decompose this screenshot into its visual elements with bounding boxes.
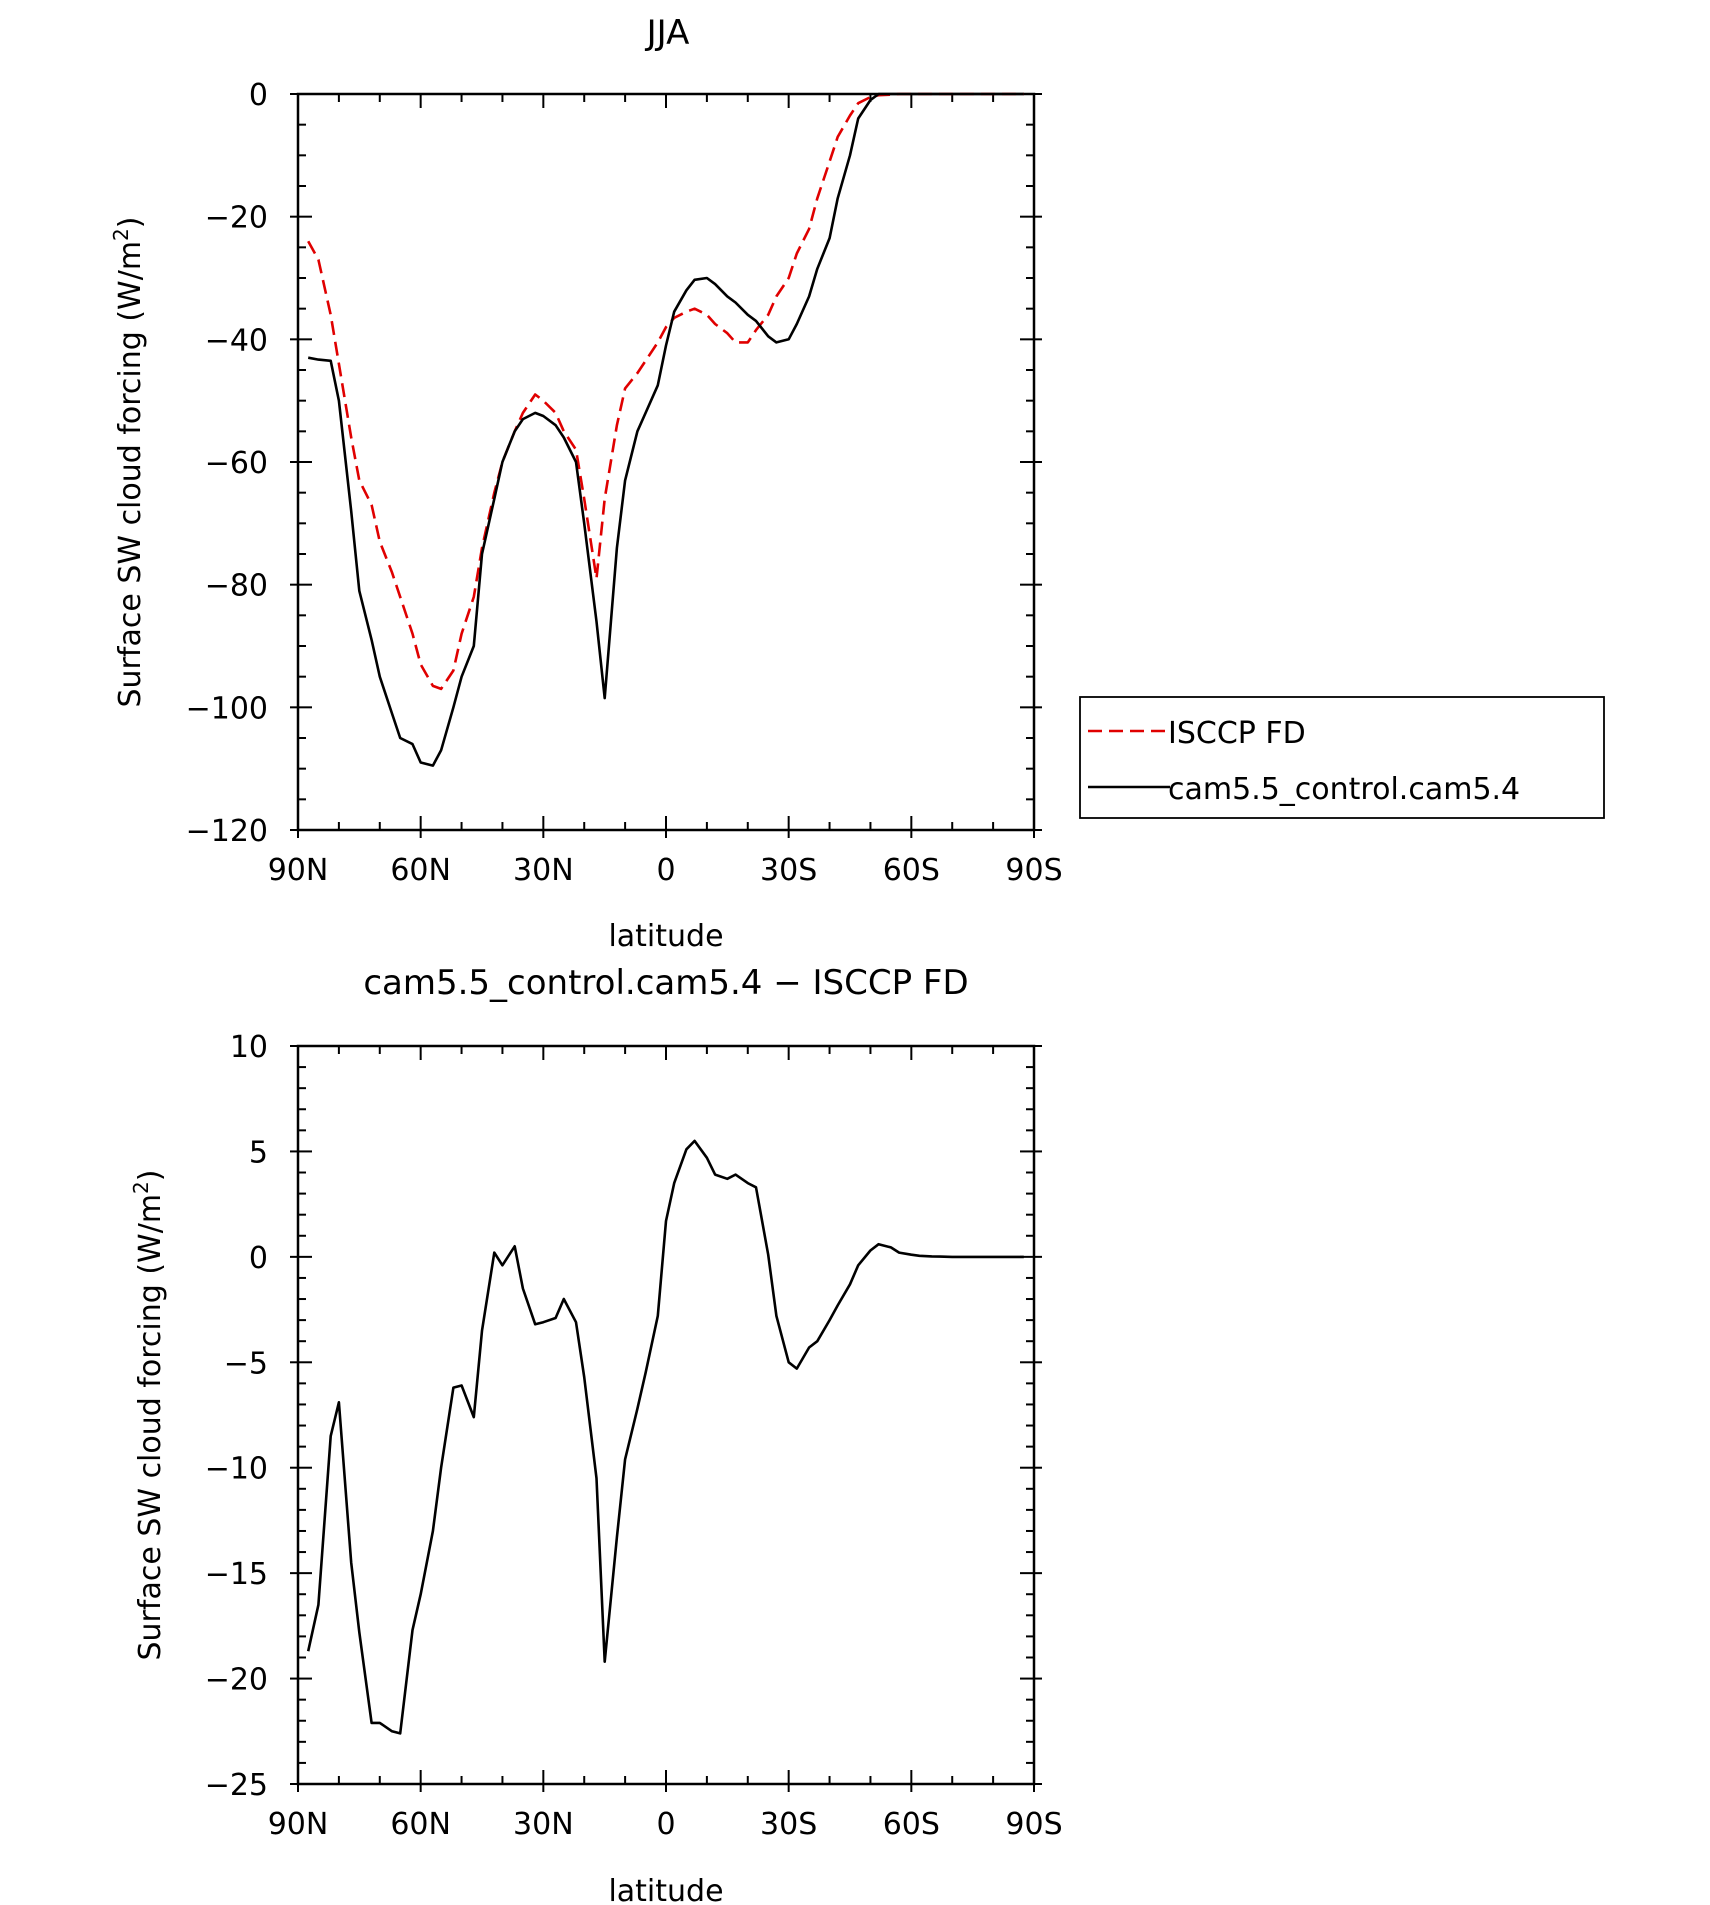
x-tick-label: 90S	[1005, 1807, 1062, 1842]
y-axis-label: Surface SW cloud forcing (W/m2)	[109, 216, 148, 707]
x-tick-labels: 90N 60N 30N 0 30S 60S 90S	[268, 853, 1063, 888]
chart-title: cam5.5_control.cam5.4 − ISCCP FD	[363, 963, 968, 1003]
x-tick-label: 60S	[883, 1807, 940, 1842]
x-tick-label: 0	[656, 1807, 675, 1842]
plot-frame	[296, 92, 1036, 832]
y-tick-label: −20	[205, 201, 268, 236]
legend-label-cam: cam5.5_control.cam5.4	[1168, 772, 1520, 807]
series-line-difference	[306, 1139, 1024, 1735]
legend-label-isccp: ISCCP FD	[1168, 716, 1306, 751]
legend: ISCCP FD cam5.5_control.cam5.4	[1079, 696, 1605, 819]
x-tick-label: 30S	[760, 1807, 817, 1842]
series-layer	[307, 92, 1024, 767]
x-tick-label: 30N	[513, 1807, 574, 1842]
y-tick-label: −15	[205, 1557, 268, 1592]
x-tick-labels: 90N 60N 30N 0 30S 60S 90S	[268, 1807, 1063, 1842]
x-axis-label: latitude	[608, 919, 723, 954]
y-tick-labels: 0 −20 −40 −60 −80 −100 −120	[186, 78, 268, 849]
series-line-isccp-fd	[307, 92, 1024, 691]
x-tick-label: 0	[656, 853, 675, 888]
x-axis-label: latitude	[608, 1874, 723, 1905]
tick-marks	[290, 1045, 1042, 1792]
y-tick-label: −25	[205, 1768, 268, 1803]
y-tick-label: −80	[205, 569, 268, 604]
x-tick-label: 60S	[883, 853, 940, 888]
y-tick-label: 5	[249, 1135, 268, 1170]
chart-panel-jja: JJA 90N 60N 30N 0 30S 60S 90S 0 −20 −40 −60 −80 −10…	[109, 13, 1605, 954]
y-tick-labels: 10 5 0 −5 −10 −15 −20 −25	[205, 1030, 268, 1803]
chart-panel-difference: cam5.5_control.cam5.4 − ISCCP FD 90N 60N 3…	[129, 963, 1063, 1905]
chart-title: JJA	[645, 13, 690, 53]
x-tick-label: 30N	[513, 853, 574, 888]
x-tick-label: 30S	[760, 853, 817, 888]
tick-marks	[290, 93, 1042, 838]
y-tick-label: −60	[205, 446, 268, 481]
y-tick-label: −120	[186, 814, 268, 849]
y-tick-label: −100	[186, 691, 268, 726]
y-tick-label: −5	[224, 1346, 268, 1381]
y-tick-label: 0	[249, 1241, 268, 1276]
y-tick-label: −20	[205, 1663, 268, 1698]
x-tick-label: 90S	[1005, 853, 1062, 888]
y-tick-label: −40	[205, 323, 268, 358]
x-tick-label: 90N	[268, 853, 329, 888]
series-layer	[306, 1139, 1024, 1735]
x-tick-label: 90N	[268, 1807, 329, 1842]
x-tick-label: 60N	[390, 853, 451, 888]
y-axis-label: Surface SW cloud forcing (W/m2)	[129, 1169, 168, 1660]
series-line-cam5-5-control-cam5-4	[307, 92, 1024, 767]
x-tick-label: 60N	[390, 1807, 451, 1842]
y-tick-label: 0	[249, 78, 268, 113]
y-tick-label: −10	[205, 1452, 268, 1487]
legend-box	[1079, 696, 1605, 819]
y-tick-label: 10	[230, 1030, 268, 1065]
